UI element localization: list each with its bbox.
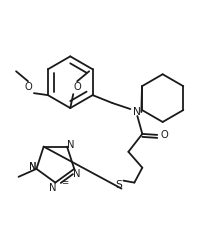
Text: N: N [29,162,36,172]
Text: N: N [133,107,141,117]
Text: O: O [160,130,168,140]
Text: N: N [73,169,81,179]
Text: O: O [24,82,32,92]
Text: O: O [73,82,81,92]
Text: S: S [115,180,122,190]
Text: N: N [29,162,36,172]
Text: =: = [61,178,69,187]
Text: N: N [67,140,75,150]
Text: N: N [49,183,56,193]
